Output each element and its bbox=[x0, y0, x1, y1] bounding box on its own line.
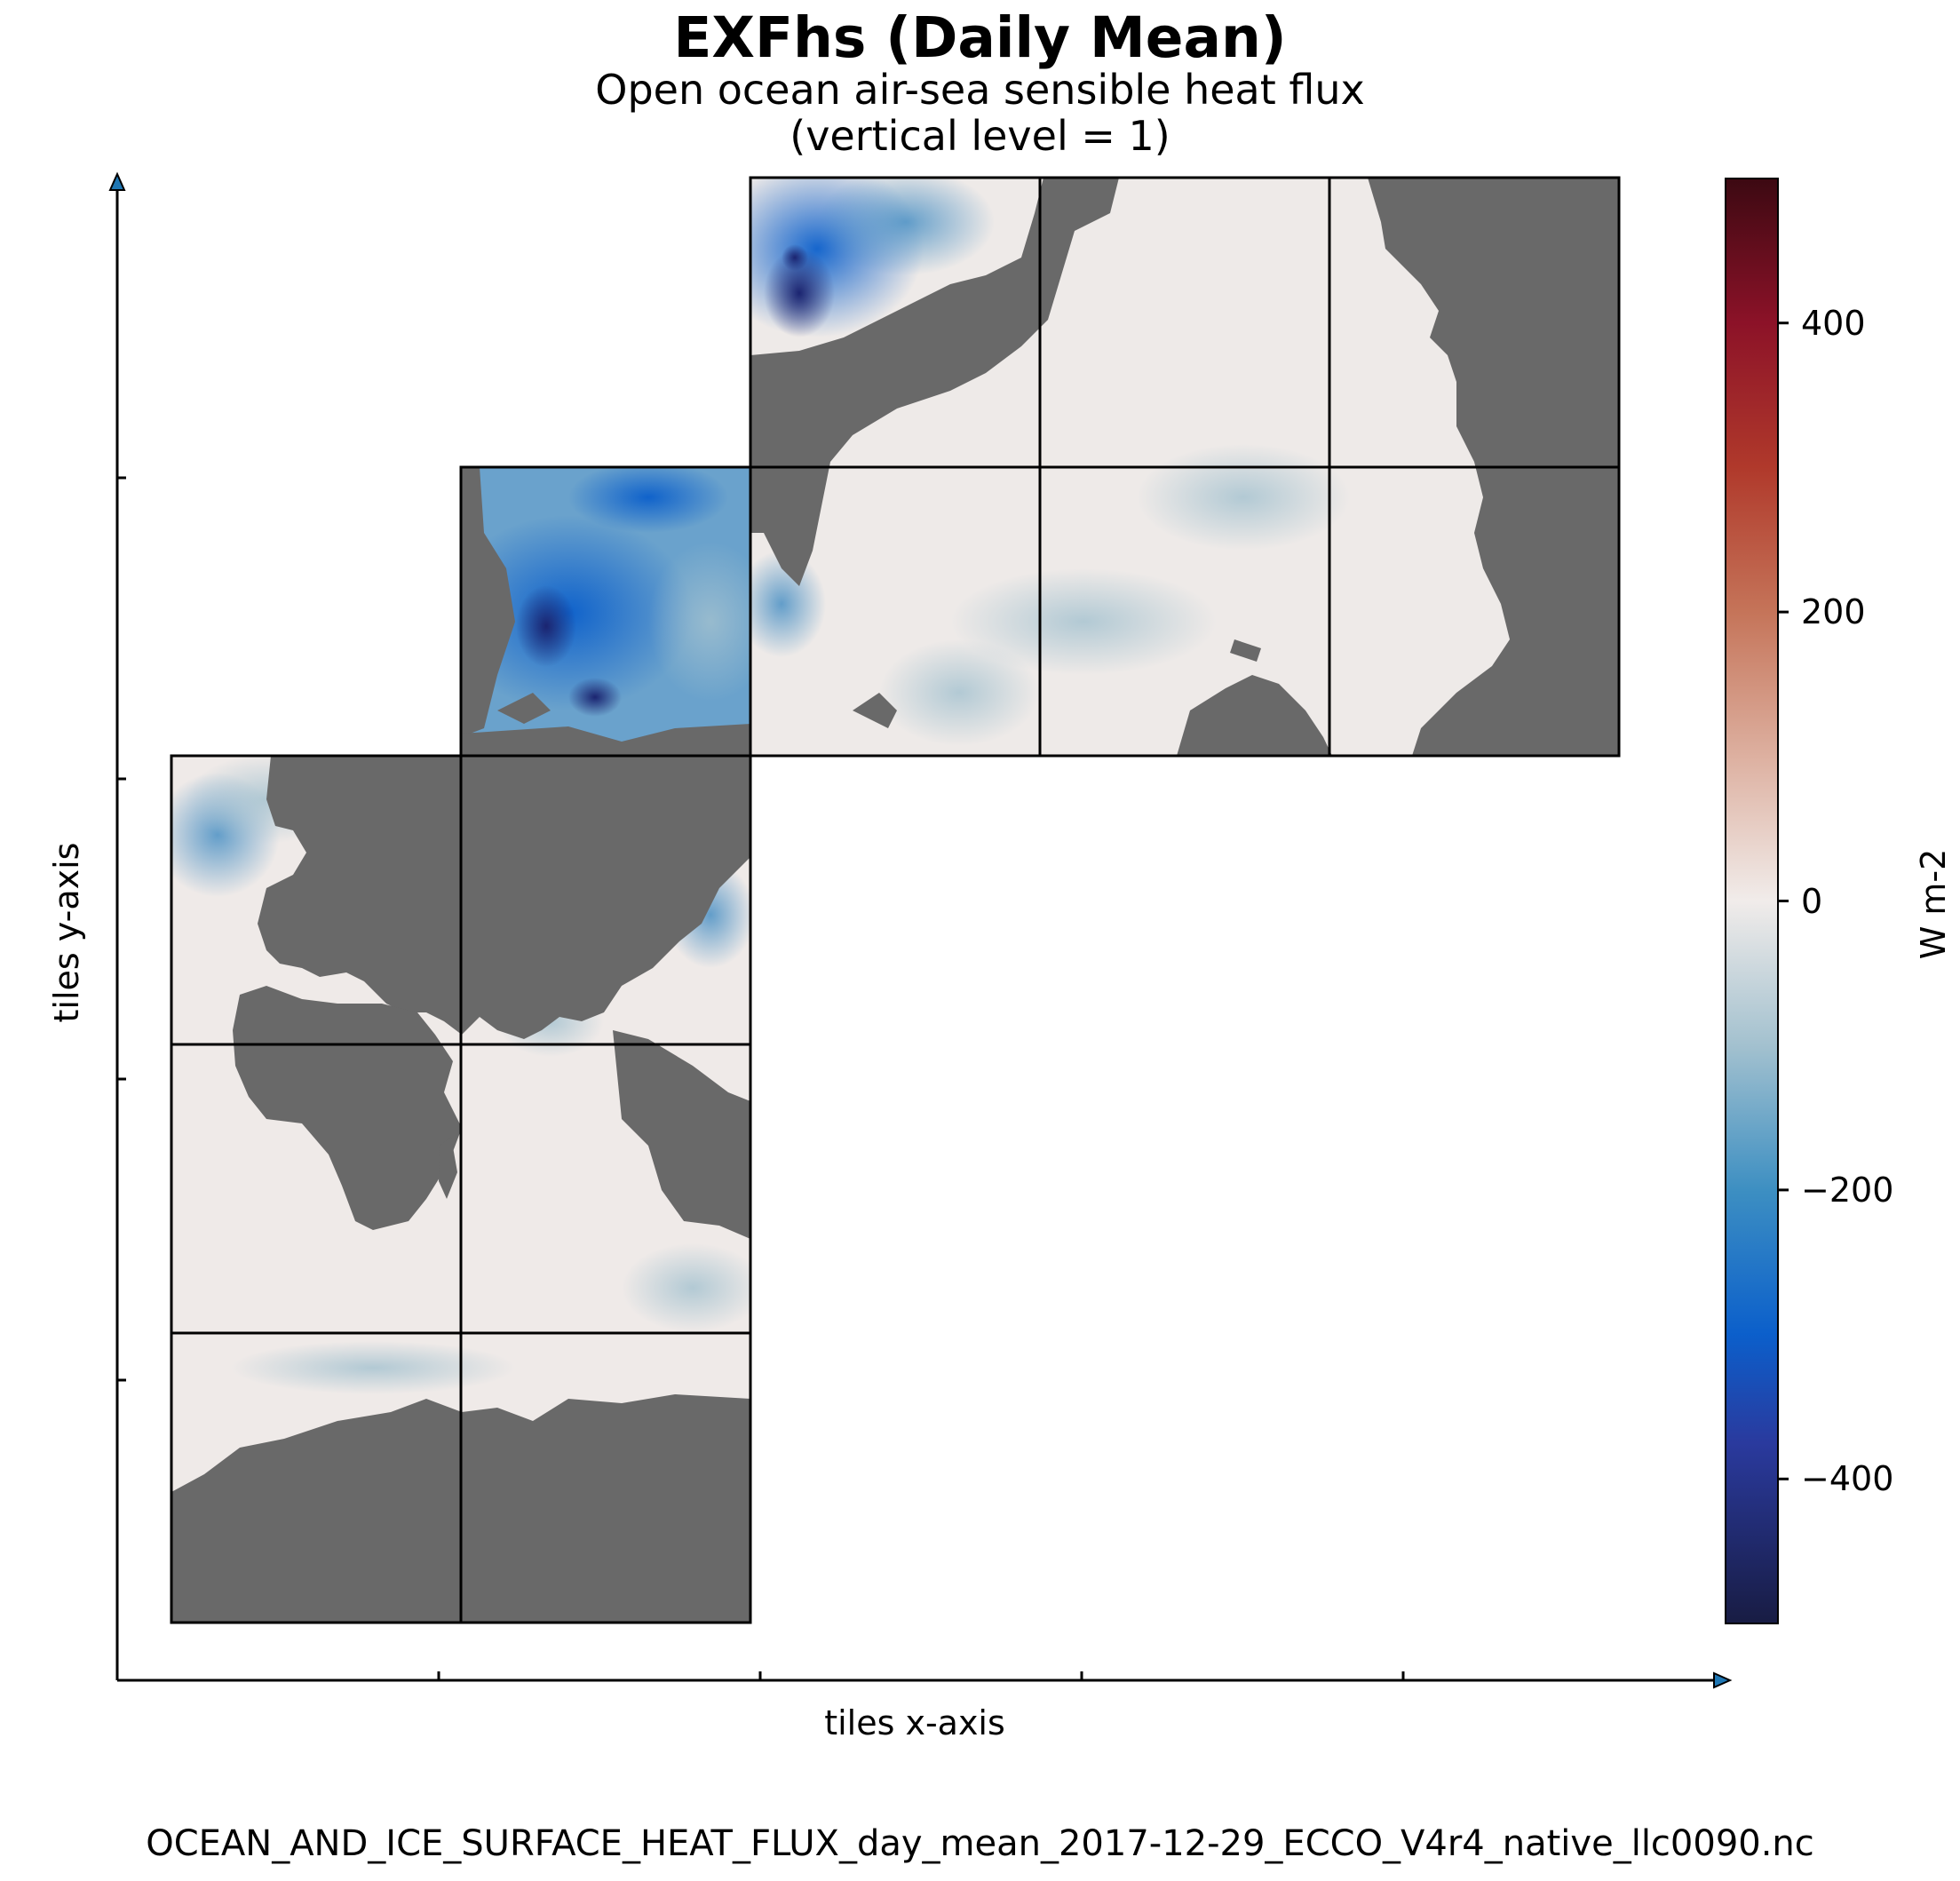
tile-map bbox=[170, 176, 1621, 1624]
axes bbox=[115, 182, 1723, 1682]
tile-grid bbox=[170, 176, 1621, 1624]
colorbar-tick-label: −200 bbox=[1801, 1170, 1894, 1210]
colorbar-label: W m-2 bbox=[1914, 848, 1953, 960]
x-axis-label: tiles x-axis bbox=[824, 1703, 1005, 1742]
colorbar-fill bbox=[1726, 179, 1778, 1623]
colorbar-tick-label: 200 bbox=[1801, 592, 1866, 632]
tile-block-upper bbox=[750, 178, 1619, 756]
y-axis-ticks bbox=[117, 476, 126, 1382]
chart-title: EXFhs (Daily Mean) bbox=[673, 5, 1287, 70]
colorbar bbox=[1725, 178, 1789, 1624]
source-filename: OCEAN_AND_ICE_SURFACE_HEAT_FLUX_day_mean… bbox=[146, 1823, 1814, 1864]
land-north-europe bbox=[461, 724, 750, 756]
x-axis-ticks bbox=[437, 1671, 1405, 1680]
land-madagascar bbox=[439, 1137, 457, 1199]
land-australia bbox=[1177, 675, 1332, 756]
y-axis-arrow-icon bbox=[108, 171, 126, 191]
chart-subtitle: Open ocean air-sea sensible heat flux bbox=[595, 66, 1365, 114]
land-africa bbox=[233, 986, 462, 1230]
tile-block-mid bbox=[461, 467, 750, 756]
land-asia bbox=[750, 178, 1119, 586]
colorbar-ticks bbox=[1778, 321, 1789, 1480]
land-sea-islands bbox=[613, 1030, 750, 1239]
chart-subtitle-level: (vertical level = 1) bbox=[790, 112, 1170, 160]
y-axis-label: tiles y-axis bbox=[47, 842, 86, 1023]
land-eurasia bbox=[258, 756, 750, 1039]
x-axis-arrow-icon bbox=[1713, 1671, 1733, 1689]
colorbar-tick-label: −400 bbox=[1801, 1459, 1894, 1499]
colorbar-tick-label: 400 bbox=[1801, 303, 1866, 343]
colorbar-tick-label: 0 bbox=[1801, 881, 1823, 921]
land-greenland bbox=[461, 467, 515, 737]
